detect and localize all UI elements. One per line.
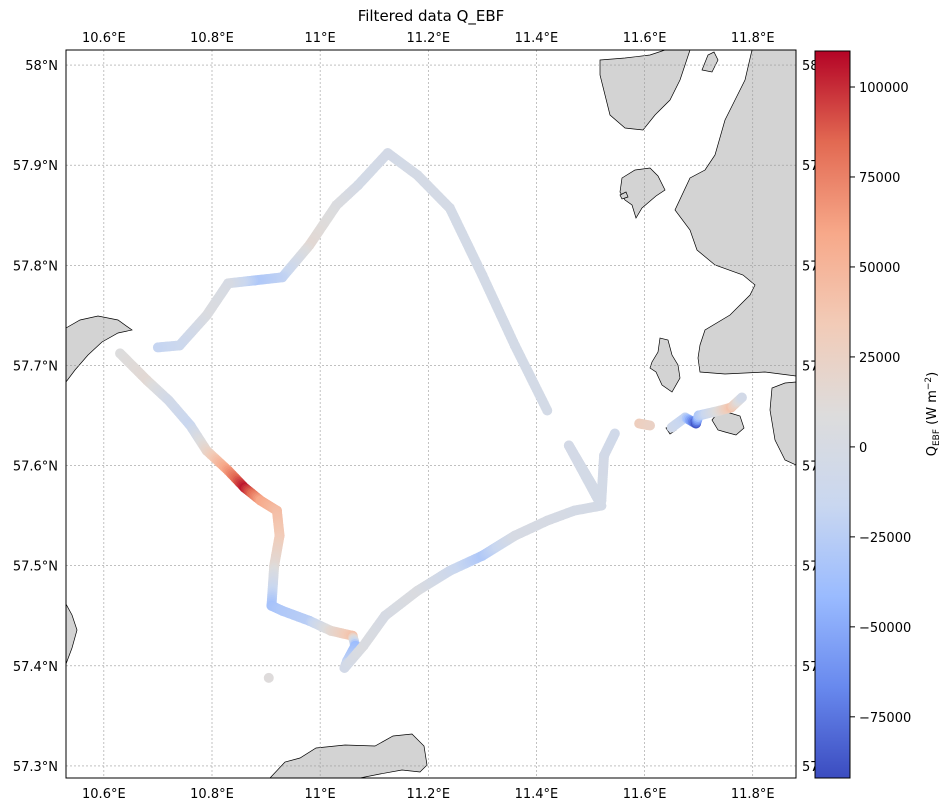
landmass-north-coast	[599, 50, 691, 131]
ship-tracks	[115, 148, 747, 683]
colorbar-tick-label: 25000	[859, 351, 900, 366]
colorbar-tick-label: −75000	[859, 711, 911, 726]
track-point	[736, 392, 747, 403]
colorbar	[814, 50, 851, 779]
colorbar-label: QEBF (W m−2)	[924, 372, 942, 457]
island-mid	[619, 167, 666, 219]
longitude-labels-bottom: 10.6°E 10.8°E 11°E 11.2°E 11.4°E 11.6°E 11.8°E	[82, 787, 775, 802]
land-areas	[66, 50, 796, 778]
lat-label-left: 57.5°N	[13, 560, 58, 575]
track-point	[645, 420, 655, 431]
lat-label-left: 58°N	[25, 59, 58, 74]
lat-label-right: 57	[802, 760, 819, 775]
track-point	[152, 342, 163, 353]
islet-mid-small	[619, 191, 629, 200]
colorbar-tick-label: 0	[859, 441, 867, 456]
lat-label-left: 57.6°N	[13, 460, 58, 475]
lon-label-top: 10.8°E	[190, 31, 234, 46]
map-title: Filtered data Q_EBF	[358, 7, 505, 26]
lon-label-top: 11.4°E	[515, 31, 559, 46]
lon-label-bottom: 11°E	[305, 787, 336, 802]
landmass-south	[269, 733, 428, 778]
map-frame	[65, 49, 797, 779]
lon-label-bottom: 11.2°E	[406, 787, 450, 802]
plot-background	[66, 50, 796, 778]
lon-label-bottom: 10.6°E	[82, 787, 126, 802]
lat-label-left: 57.7°N	[13, 359, 58, 374]
landmass-northeast	[674, 50, 796, 377]
islet-north	[701, 51, 719, 73]
lat-label-left: 57.8°N	[13, 259, 58, 274]
track-point	[609, 428, 620, 439]
map-area	[66, 50, 796, 778]
lon-label-top: 11°E	[305, 31, 336, 46]
colorbar-tick-label: −25000	[859, 531, 911, 546]
lon-label-bottom: 10.8°E	[190, 787, 234, 802]
latitude-labels-right: 58 57 57 57 57 57 57 57	[802, 59, 819, 775]
lon-label-top: 11.8°E	[731, 31, 775, 46]
lat-label-right: 57	[802, 359, 819, 374]
lon-label-bottom: 11.4°E	[515, 787, 559, 802]
lat-label-left: 57.4°N	[13, 660, 58, 675]
gridlines	[66, 50, 796, 778]
lat-label-left: 57.9°N	[13, 159, 58, 174]
lon-label-top: 11.6°E	[623, 31, 667, 46]
colorbar-tick-label: 100000	[859, 81, 909, 96]
lat-label-right: 57	[802, 460, 819, 475]
lon-label-bottom: 11.6°E	[623, 787, 667, 802]
lat-label-right: 57	[802, 660, 819, 675]
lat-label-left: 57.3°N	[13, 760, 58, 775]
lat-label-right: 57	[802, 560, 819, 575]
lon-label-bottom: 11.8°E	[731, 787, 775, 802]
colorbar-tick-label: 50000	[859, 261, 900, 276]
landmass-west-upper	[66, 315, 133, 383]
colorbar-tick-label: −50000	[859, 621, 911, 636]
landmass-east	[769, 381, 796, 466]
lon-label-top: 11.2°E	[406, 31, 450, 46]
landmass-west-lower	[66, 603, 78, 665]
island-central	[649, 337, 681, 393]
lat-label-right: 58	[802, 59, 819, 74]
lon-label-top: 10.6°E	[82, 31, 126, 46]
lat-label-right: 57	[802, 259, 819, 274]
colorbar-ticks: 100000 75000 50000 25000 0 −25000 −50000 −75000	[850, 81, 911, 726]
colorbar-tick-label: 75000	[859, 171, 900, 186]
track-point	[263, 672, 274, 683]
latitude-labels-left: 58°N 57.9°N 57.8°N 57.7°N 57.6°N 57.5°N 57.4°N…	[13, 59, 58, 775]
lat-label-right: 57	[802, 159, 819, 174]
longitude-labels-top: 10.6°E 10.8°E 11°E 11.2°E 11.4°E 11.6°E 11.8°E	[82, 31, 775, 46]
